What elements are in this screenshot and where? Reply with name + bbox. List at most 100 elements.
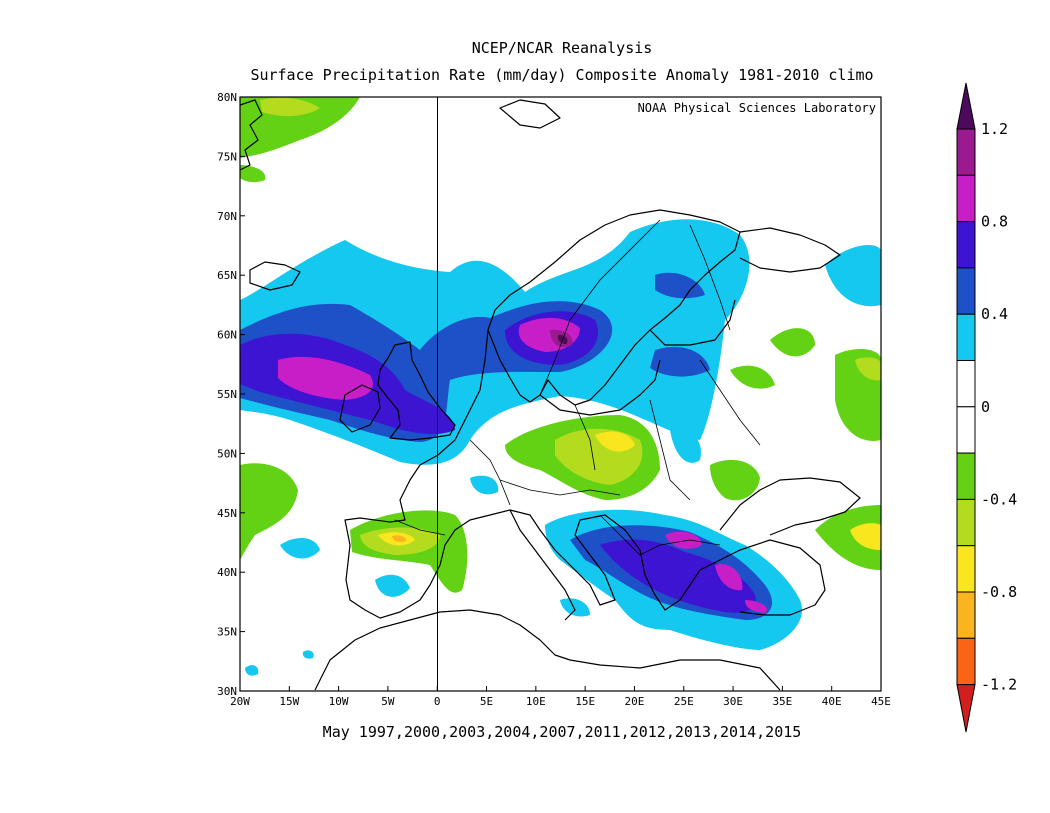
anomaly-yellow-central-europe	[595, 431, 635, 452]
coast-svalbard	[499, 99, 561, 129]
border-finland-russia	[689, 224, 731, 331]
lat-tick-label: 55N	[217, 388, 237, 401]
coast-continent	[344, 329, 826, 619]
border-poland-ukraine	[649, 399, 691, 501]
colorbar-swatch	[956, 545, 976, 593]
lon-tick-label: 10W	[329, 695, 349, 708]
anomaly-yellowgreen-russia-east	[855, 357, 881, 381]
anomaly-green-sardinia	[450, 564, 465, 590]
coast-italy	[509, 509, 576, 621]
border-balkans	[599, 514, 721, 556]
anomaly-field	[240, 97, 881, 676]
anomaly-green-hungary	[710, 459, 760, 501]
longitude-axis: 20W 15W 10W 5W 0 5E 10E 15E 20E 25E 30E 35E 40E 45E	[230, 686, 891, 708]
colorbar-top-arrow	[956, 82, 976, 130]
colorbar-swatch	[956, 452, 976, 500]
latitude-axis: 30N 35N 40N 45N 50N 55N 60N 65N 70N 75N 80N	[217, 91, 245, 698]
anomaly-magenta-atlantic	[278, 356, 373, 400]
lat-tick-label: 50N	[217, 447, 237, 460]
colorbar-swatch	[956, 128, 976, 176]
lon-tick-label: 20W	[230, 695, 250, 708]
anomaly-mid-blue-finland	[655, 272, 705, 299]
lat-tick-label: 45N	[217, 507, 237, 520]
coast-black-sea	[719, 477, 861, 536]
anomaly-yellow-black-sea	[850, 523, 881, 550]
lon-tick-label: 5W	[381, 695, 395, 708]
anomaly-purple-balkans	[600, 539, 756, 613]
title-line-2: Surface Precipitation Rate (mm/day) Comp…	[250, 66, 873, 84]
anomaly-green-iceland	[240, 165, 266, 183]
anomaly-cyan-adriatic	[560, 598, 590, 617]
source-label: NOAA Physical Sciences Laboratory	[638, 101, 876, 115]
lon-tick-label: 35E	[772, 695, 792, 708]
colorbar-swatch	[956, 591, 976, 639]
anomaly-mid-blue-baltic	[650, 346, 710, 377]
anomaly-green-black-sea	[815, 505, 881, 570]
colorbar-label: -1.2	[981, 676, 1017, 694]
colorbar-label: 0.8	[981, 213, 1008, 231]
coast-kola	[739, 227, 841, 273]
colorbar-swatch	[956, 221, 976, 269]
colorbar-swatch	[956, 360, 976, 408]
lat-tick-label: 70N	[217, 210, 237, 223]
lon-tick-label: 5E	[480, 695, 493, 708]
lon-tick-label: 20E	[625, 695, 645, 708]
lon-tick-label: 10E	[526, 695, 546, 708]
anomaly-cyan-atlantic-sw	[245, 665, 259, 676]
anomaly-cyan-biscay	[280, 538, 320, 559]
anomaly-green-belarus	[730, 365, 775, 389]
lon-tick-label: 15E	[575, 695, 595, 708]
border-alps	[499, 479, 621, 496]
colorbar-label: -0.4	[981, 490, 1017, 508]
colorbar: 1.2 0.8 0.4 0 -0.4 -0.8 -1.2	[956, 82, 1017, 733]
coast-britain	[377, 341, 456, 441]
anomaly-cyan-morocco	[302, 650, 314, 659]
lat-tick-label: 65N	[217, 269, 237, 282]
colorbar-label: 1.2	[981, 120, 1008, 138]
lon-tick-label: 30E	[723, 695, 743, 708]
title-line-1: NCEP/NCAR Reanalysis	[472, 39, 653, 57]
anomaly-cyan-russia-north	[825, 245, 881, 307]
border-france-spain	[394, 519, 446, 536]
anomaly-cyan-france	[470, 475, 499, 495]
lat-tick-label: 30N	[217, 685, 237, 698]
coast-ireland	[339, 384, 381, 433]
map-area	[240, 97, 881, 691]
lat-tick-label: 40N	[217, 566, 237, 579]
border-germany-poland	[574, 404, 596, 471]
colorbar-label: 0.4	[981, 305, 1008, 323]
border-norway-sweden	[539, 219, 661, 396]
lat-tick-label: 75N	[217, 150, 237, 163]
anomaly-green-azores	[240, 463, 298, 560]
lon-tick-label: 0	[434, 695, 441, 708]
colorbar-bottom-arrow	[956, 684, 976, 733]
coast-north-africa	[314, 609, 781, 691]
coast-iceland	[249, 261, 301, 291]
coast-finland	[649, 299, 736, 346]
anomaly-green-russia-west	[770, 328, 815, 357]
composite-years-label: May 1997,2000,2003,2004,2007,2011,2012,2…	[323, 723, 802, 741]
lon-tick-label: 15W	[279, 695, 299, 708]
colorbar-swatch	[956, 406, 976, 454]
colorbar-swatch	[956, 637, 976, 686]
lat-tick-label: 80N	[217, 91, 237, 104]
anomaly-magenta-bulgaria	[665, 531, 702, 549]
colorbar-swatch	[956, 313, 976, 362]
lon-tick-label: 25E	[674, 695, 694, 708]
border-russia-belarus	[699, 359, 761, 446]
lon-tick-label: 45E	[871, 695, 891, 708]
colorbar-label: -0.8	[981, 583, 1017, 601]
anomaly-yellowgreen-greenland	[260, 97, 320, 117]
colorbar-swatch	[956, 498, 976, 547]
borders	[394, 219, 761, 556]
lat-tick-label: 35N	[217, 626, 237, 639]
colorbar-swatch	[956, 267, 976, 315]
anomaly-magenta-levant	[745, 600, 768, 613]
anomaly-orange-iberia	[392, 535, 407, 542]
lon-tick-label: 40E	[822, 695, 842, 708]
coast-greenland	[240, 99, 263, 171]
colorbar-label: 0	[981, 398, 990, 416]
anomaly-cyan-ukraine	[670, 429, 701, 463]
lat-tick-label: 60N	[217, 329, 237, 342]
anomaly-magenta-turkey	[715, 564, 743, 591]
